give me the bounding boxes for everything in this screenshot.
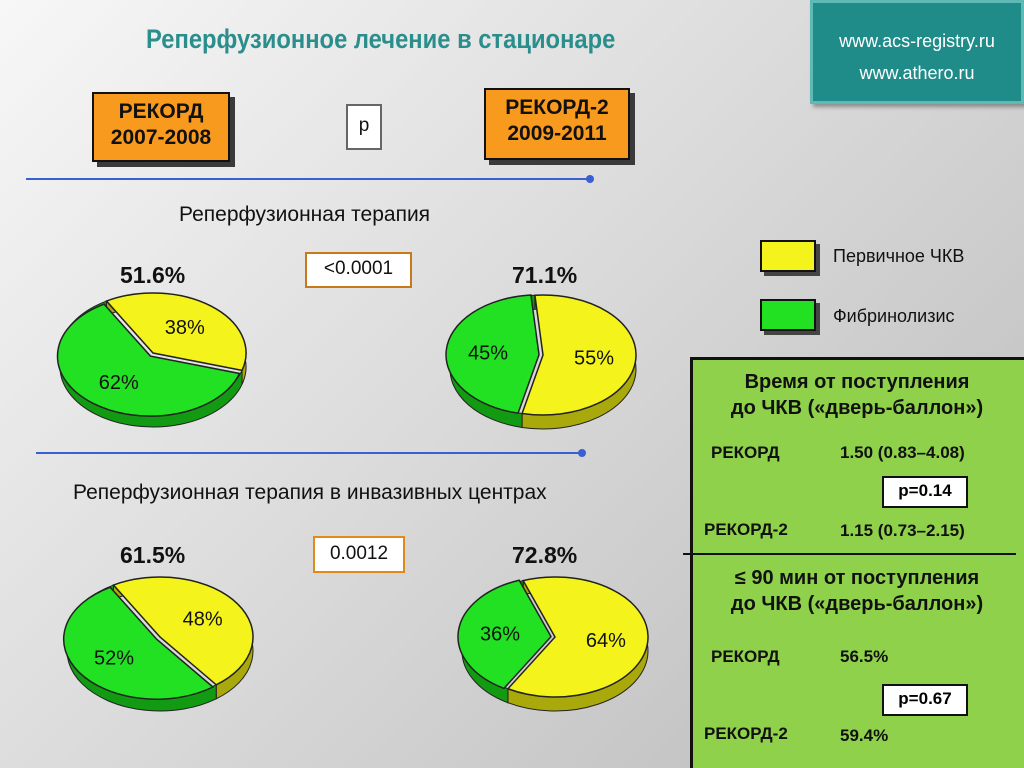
stats-row-record2-value: 1.15 (0.73–2.15) <box>840 521 965 540</box>
cohort-record2-box: РЕКОРД-2 2009-2011 <box>484 88 630 160</box>
cohort-record-name: РЕКОРД <box>118 100 204 123</box>
pie-slice-0-1 <box>56 303 241 417</box>
stats-heading-90min-line1: ≤ 90 мин от поступления <box>734 567 980 589</box>
stats-divider <box>683 553 1016 555</box>
stats-row-record-value: 1.50 (0.83–4.08) <box>840 443 965 462</box>
pie-label-0-0: 38% <box>165 317 205 339</box>
stats-row-90-record2-name: РЕКОРД-2 <box>704 724 788 743</box>
pie-slice-3-0 <box>506 576 649 698</box>
pie-total-record2-reperfusion: 71.1% <box>512 262 578 288</box>
pie-total-record2-invasive: 72.8% <box>512 542 578 568</box>
section-title-reperfusion: Реперфузионная терапия <box>179 203 431 226</box>
pie-label-3-0: 64% <box>586 630 626 652</box>
stats-heading-90min-line2: до ЧКВ («дверь-баллон») <box>730 593 984 615</box>
stats-row-90-record-name: РЕКОРД <box>711 647 780 666</box>
divider-dot-top <box>586 175 594 183</box>
p-value-box-2: 0.0012 <box>313 536 405 573</box>
stats-heading-time-line1: Время от поступления <box>744 371 970 393</box>
pie-slice-2-0 <box>112 576 254 686</box>
pie-slice-3-1 <box>457 579 552 690</box>
door-to-balloon-panel <box>690 357 1024 768</box>
pie-label-1-1: 45% <box>468 342 508 364</box>
divider-line-top <box>26 178 591 180</box>
stats-row-90-record-value: 56.5% <box>840 647 889 666</box>
url-link-1[interactable]: www.acs-registry.ru <box>839 31 995 51</box>
pie-label-2-1: 52% <box>94 647 134 669</box>
pie-total-record-reperfusion: 51.6% <box>120 262 186 288</box>
pie-slice-2-1 <box>62 586 215 700</box>
url-box: www.acs-registry.ru www.athero.ru <box>810 0 1024 104</box>
stats-p-90min: p=0.67 <box>882 684 968 716</box>
pie-slice-0-0 <box>105 292 247 372</box>
pie-total-record-invasive: 61.5% <box>120 542 186 568</box>
divider-line-middle <box>36 452 582 454</box>
stats-row-record-name: РЕКОРД <box>711 443 780 462</box>
p-header-box: p <box>346 104 382 150</box>
cohort-record-box: РЕКОРД 2007-2008 <box>92 92 230 162</box>
cohort-record2-name: РЕКОРД-2 <box>505 96 609 119</box>
section-title-invasive-centers: Реперфузионная терапия в инвазивных цент… <box>73 481 547 504</box>
divider-dot-middle <box>578 449 586 457</box>
legend-swatch-fibrinolysis <box>760 299 816 331</box>
pie-slice-1-0 <box>521 294 637 416</box>
pie-slice-1-1 <box>445 294 540 415</box>
pie-label-2-0: 48% <box>183 609 223 631</box>
url-link-2[interactable]: www.athero.ru <box>859 63 975 83</box>
legend-label-pci: Первичное ЧКВ <box>833 246 965 266</box>
pie-label-1-0: 55% <box>574 347 614 369</box>
pie-label-0-1: 62% <box>99 372 139 394</box>
cohort-record-years: 2007-2008 <box>110 126 212 149</box>
stats-row-90-record2-value: 59.4% <box>840 726 889 745</box>
p-value-box-1: <0.0001 <box>305 252 412 288</box>
stats-p-time: p=0.14 <box>882 476 968 508</box>
cohort-record2-years: 2009-2011 <box>507 122 607 145</box>
legend-label-fibrinolysis: Фибринолизис <box>833 306 955 326</box>
legend-swatch-pci <box>760 240 816 272</box>
stats-row-record2-name: РЕКОРД-2 <box>704 520 788 539</box>
stats-heading-time-line2: до ЧКВ («дверь-баллон») <box>730 397 984 419</box>
pie-label-3-1: 36% <box>480 624 520 646</box>
page-title: Реперфузионное лечение в стационаре <box>146 24 616 54</box>
